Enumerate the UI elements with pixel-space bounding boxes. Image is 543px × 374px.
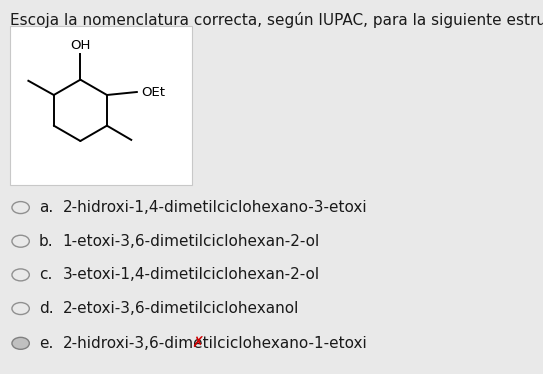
Text: 3-etoxi-1,4-dimetilciclohexan-2-ol: 3-etoxi-1,4-dimetilciclohexan-2-ol [62, 267, 320, 282]
Text: a.: a. [39, 200, 53, 215]
Text: OH: OH [70, 39, 91, 52]
Text: 1-etoxi-3,6-dimetilciclohexan-2-ol: 1-etoxi-3,6-dimetilciclohexan-2-ol [62, 234, 320, 249]
Text: OEt: OEt [141, 86, 165, 98]
Circle shape [12, 337, 29, 349]
Text: 2-etoxi-3,6-dimetilciclohexanol: 2-etoxi-3,6-dimetilciclohexanol [62, 301, 299, 316]
Text: e.: e. [39, 336, 53, 351]
Text: d.: d. [39, 301, 54, 316]
Text: b.: b. [39, 234, 54, 249]
Text: ✗: ✗ [191, 336, 204, 351]
Text: c.: c. [39, 267, 53, 282]
FancyBboxPatch shape [10, 26, 192, 185]
Text: 2-hidroxi-3,6-dimetilciclohexano-1-etoxi: 2-hidroxi-3,6-dimetilciclohexano-1-etoxi [62, 336, 367, 351]
Text: Escoja la nomenclatura correcta, según IUPAC, para la siguiente estructura:: Escoja la nomenclatura correcta, según I… [10, 12, 543, 28]
Text: 2-hidroxi-1,4-dimetilciclohexano-3-etoxi: 2-hidroxi-1,4-dimetilciclohexano-3-etoxi [62, 200, 367, 215]
